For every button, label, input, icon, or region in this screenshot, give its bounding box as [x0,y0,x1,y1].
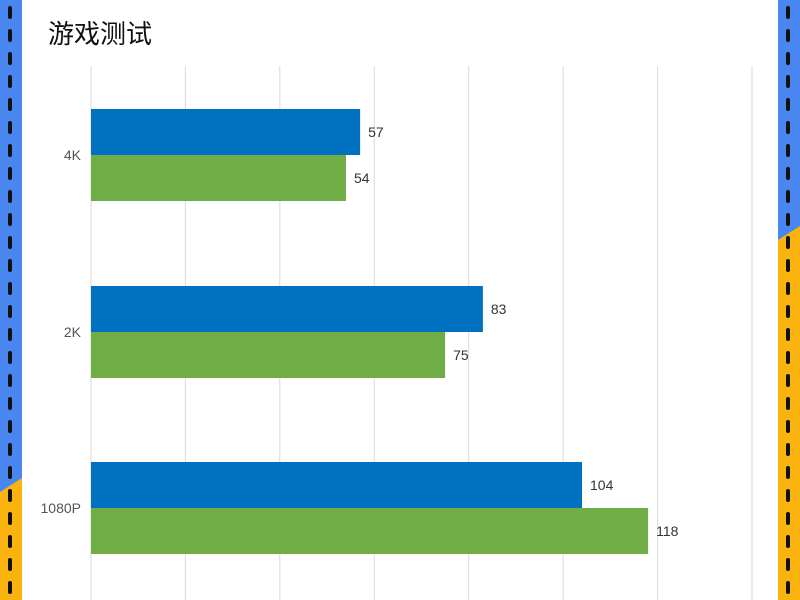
chart-title: 游戏测试 [48,20,153,50]
bar [91,155,346,201]
labels: 4K 57 54 2K 83 75 1080P 104 118 [41,124,679,539]
category-label: 2K [64,324,82,340]
bars [91,109,649,554]
bar [91,332,446,378]
category-label: 1080P [41,500,81,516]
bar [91,508,649,554]
category-label: 4K [64,147,82,163]
bar [91,286,483,332]
data-label: 54 [354,170,370,186]
bar [91,109,361,155]
right-decorative-stripe [778,0,800,600]
left-decorative-stripe [0,0,22,600]
data-label: 83 [491,301,507,317]
data-label: 75 [453,347,469,363]
data-label: 104 [590,477,614,493]
data-label: 57 [368,124,384,140]
bar [91,462,583,508]
data-label: 118 [656,523,679,539]
